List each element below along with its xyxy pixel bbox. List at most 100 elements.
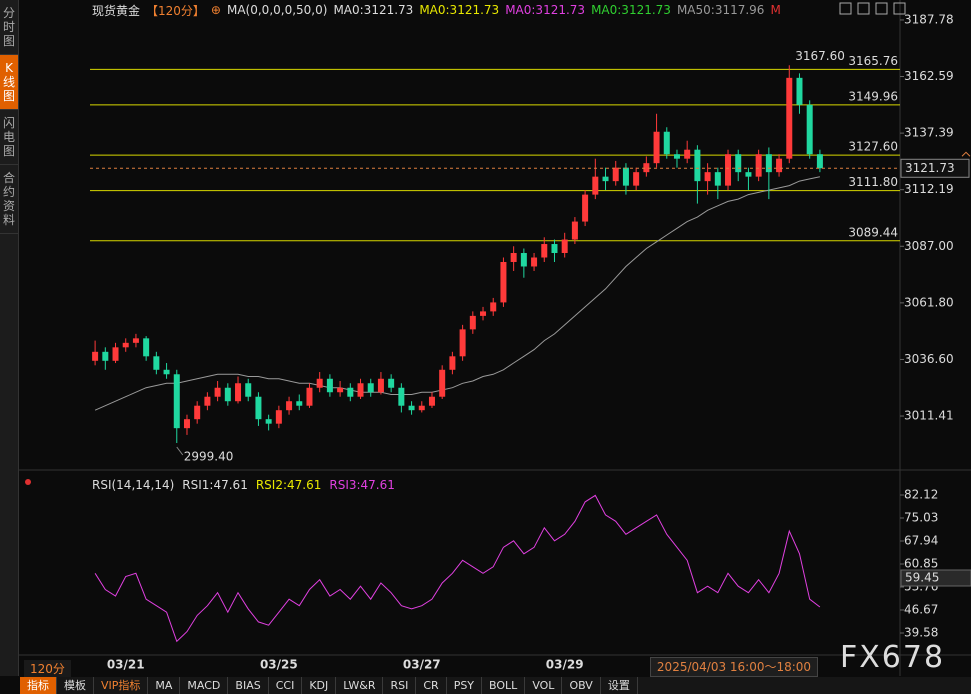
x-tick-label: 03/27 <box>403 658 441 672</box>
sidebar-tab[interactable]: 合约资料 <box>0 165 18 234</box>
candle-body <box>796 77 803 105</box>
sidebar-tab[interactable]: 闪电图 <box>0 110 18 165</box>
toolbar-item[interactable]: 指标 <box>20 677 57 694</box>
candle-body <box>102 351 109 361</box>
candle-body <box>704 172 711 182</box>
candle-body <box>388 378 395 388</box>
candle-body <box>622 167 629 186</box>
y-tick-label: 3137.39 <box>904 126 954 140</box>
cursor-label: 59.45 <box>905 571 939 585</box>
y-tick-label: 67.94 <box>904 534 938 548</box>
candle-body <box>275 410 282 424</box>
candle-body <box>418 405 425 411</box>
toolbar-item[interactable]: VIP指标 <box>94 677 149 694</box>
x-tick-label: 03/29 <box>546 658 584 672</box>
candle-body <box>694 149 701 182</box>
candle-body <box>551 244 558 254</box>
y-tick-label: 75.03 <box>904 511 938 525</box>
candle-body <box>490 302 497 312</box>
y-tick-label: 60.85 <box>904 557 938 571</box>
candle-body <box>592 176 599 195</box>
add-icon[interactable]: ⊕ <box>210 3 221 17</box>
toolbar-item[interactable]: 模板 <box>57 677 94 694</box>
toolbar-item[interactable]: VOL <box>525 677 563 694</box>
candle-body <box>347 387 354 397</box>
candle-body <box>296 401 303 406</box>
candle-body <box>776 158 783 173</box>
last-price-arrow <box>961 151 971 157</box>
candle-body <box>367 383 374 393</box>
period-tag[interactable]: 120分 <box>24 660 71 677</box>
candle-body <box>663 131 670 155</box>
ma-value: MA0:3121.73 <box>505 3 586 17</box>
rsi-title: RSI(14,14,14) <box>92 478 175 492</box>
last-price-box <box>900 158 970 178</box>
candle-body <box>132 338 139 343</box>
icon[interactable] <box>875 2 888 15</box>
x-tick-label: 03/21 <box>107 658 145 672</box>
toolbar-item[interactable]: CCI <box>269 677 303 694</box>
candle-body <box>582 194 589 222</box>
legend-entry: RSI1:47.61 <box>182 478 248 492</box>
candle-body <box>183 419 190 429</box>
candle-body <box>653 131 660 164</box>
toolbar-item[interactable]: MACD <box>180 677 229 694</box>
level-label: 3165.76 <box>848 54 898 68</box>
toolbar-item[interactable]: MA <box>148 677 181 694</box>
ma-value: M <box>770 3 781 17</box>
y-tick-label: 46.67 <box>904 603 938 617</box>
candle-body <box>816 154 823 169</box>
candle-body <box>439 369 446 397</box>
icon[interactable] <box>839 2 852 15</box>
candle-body <box>643 163 650 173</box>
candle-body <box>531 257 538 267</box>
candle-body <box>602 176 609 182</box>
candle-body <box>245 383 252 397</box>
toolbar-item[interactable]: LW&R <box>336 677 384 694</box>
y-tick-label: 39.58 <box>904 626 938 640</box>
level-label: 3127.60 <box>848 140 898 154</box>
candle-body <box>673 154 680 159</box>
sidebar: 分时图 K线图 闪电图 合约资料 <box>0 0 19 676</box>
candle-body <box>153 356 160 370</box>
candle-body <box>163 369 170 375</box>
toolbar-item[interactable]: OBV <box>562 677 601 694</box>
candle-body <box>122 342 129 348</box>
datetime: 2025/04/03 16:00～18:00 四 <box>650 657 818 692</box>
toolbar-item[interactable]: BOLL <box>482 677 526 694</box>
low-pointer <box>176 446 184 456</box>
candle-body <box>194 405 201 420</box>
x-tick-label: 03/25 <box>260 658 298 672</box>
candle-body <box>112 347 119 361</box>
candle-body <box>469 315 476 330</box>
toolbar-item[interactable]: RSI <box>383 677 417 694</box>
candle-body <box>286 401 293 411</box>
y-tick-label: 3162.59 <box>904 69 954 83</box>
y-tick-label: 3036.60 <box>904 352 954 366</box>
period[interactable]: 【120分】 <box>146 3 205 18</box>
candle-body <box>561 239 568 254</box>
last-price-label: 3121.73 <box>905 161 955 175</box>
candle-body <box>204 396 211 406</box>
toolbar-item[interactable]: CR <box>416 677 447 694</box>
candle-body <box>428 396 435 406</box>
icon[interactable] <box>893 2 906 15</box>
toolbar-item[interactable]: KDJ <box>302 677 337 694</box>
toolbar-item[interactable]: BIAS <box>228 677 269 694</box>
ma-value: MA0:3121.73 <box>333 3 414 17</box>
ma-value: MA50:3117.96 <box>676 3 765 17</box>
sidebar-tab[interactable]: 分时图 <box>0 0 18 55</box>
candle-body <box>745 172 752 177</box>
candle-body <box>459 329 466 357</box>
low-label: 2999.40 <box>184 449 234 463</box>
sidebar-tab[interactable]: K线图 <box>0 55 18 110</box>
toolbar-item[interactable]: 设置 <box>601 677 638 694</box>
rsi-line <box>94 494 821 643</box>
indicator-icon[interactable] <box>25 479 31 485</box>
toolbar-item[interactable]: PSY <box>447 677 483 694</box>
icon[interactable] <box>857 2 870 15</box>
candle-body <box>571 221 578 240</box>
candle-body <box>725 154 732 186</box>
candle-body <box>173 374 180 429</box>
